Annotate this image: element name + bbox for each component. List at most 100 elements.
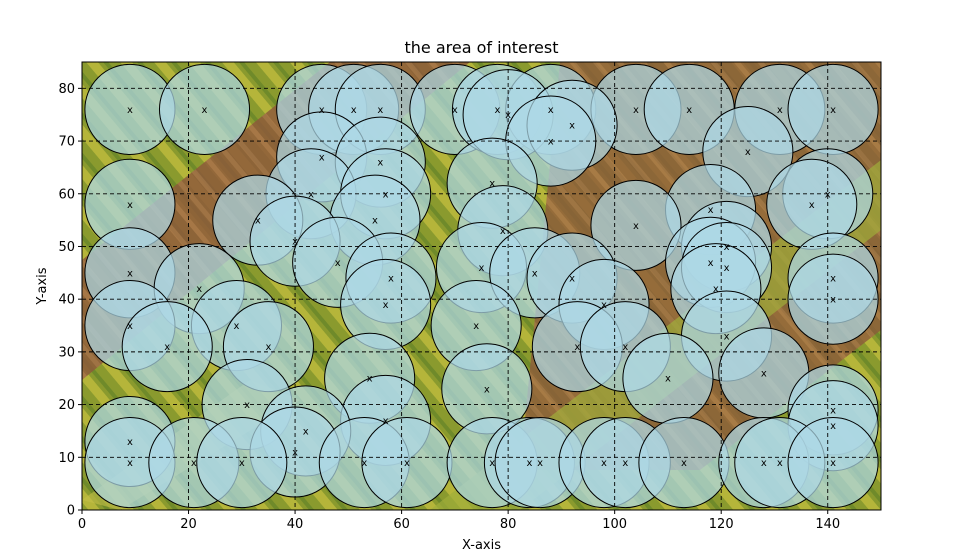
- point-marker: x: [622, 458, 628, 469]
- point-marker: x: [127, 437, 133, 448]
- y-tick-label: 30: [58, 345, 75, 360]
- point-marker: x: [319, 152, 325, 163]
- point-marker: x: [622, 342, 628, 353]
- point-marker: x: [489, 458, 495, 469]
- point-marker: x: [505, 110, 511, 121]
- point-marker: x: [601, 458, 607, 469]
- x-tick-label: 120: [709, 517, 734, 532]
- point-marker: x: [234, 321, 240, 332]
- point-marker: x: [526, 458, 532, 469]
- coverage-circle: [590, 179, 682, 271]
- point-marker: x: [713, 284, 719, 295]
- point-marker: x: [383, 189, 389, 200]
- point-marker: x: [708, 258, 714, 269]
- point-marker: x: [372, 216, 378, 227]
- coverage-circle: [787, 417, 879, 509]
- point-marker: x: [686, 105, 692, 116]
- point-marker: x: [489, 179, 495, 190]
- point-marker: x: [377, 105, 383, 116]
- point-marker: x: [351, 105, 357, 116]
- point-marker: x: [830, 295, 836, 306]
- point-marker: x: [127, 268, 133, 279]
- point-marker: x: [484, 384, 490, 395]
- y-tick-label: 70: [58, 135, 75, 150]
- point-marker: x: [191, 458, 197, 469]
- point-marker: x: [532, 268, 538, 279]
- point-marker: x: [809, 200, 815, 211]
- point-marker: x: [761, 458, 767, 469]
- point-marker: x: [308, 189, 314, 200]
- point-marker: x: [665, 374, 671, 385]
- point-marker: x: [292, 448, 298, 459]
- coverage-circle: [158, 63, 251, 155]
- point-marker: x: [383, 300, 389, 311]
- point-marker: x: [255, 216, 261, 227]
- x-tick-label: 100: [602, 517, 627, 532]
- point-marker: x: [127, 105, 133, 116]
- point-marker: x: [633, 105, 639, 116]
- x-tick-label: 20: [180, 517, 197, 532]
- y-tick-label: 80: [58, 82, 75, 97]
- point-marker: x: [830, 274, 836, 285]
- point-marker: x: [292, 237, 298, 248]
- point-marker: x: [681, 458, 687, 469]
- point-marker: x: [724, 332, 730, 343]
- point-marker: x: [830, 405, 836, 416]
- point-marker: x: [777, 458, 783, 469]
- point-marker: x: [745, 147, 751, 158]
- y-tick-label: 60: [58, 187, 75, 202]
- chart-title: the area of interest: [405, 38, 559, 57]
- point-marker: x: [825, 189, 831, 200]
- point-marker: x: [479, 263, 485, 274]
- point-marker: x: [265, 342, 271, 353]
- point-marker: x: [708, 205, 714, 216]
- point-marker: x: [404, 458, 410, 469]
- point-marker: x: [777, 105, 783, 116]
- point-marker: x: [202, 105, 208, 116]
- point-marker: x: [569, 121, 575, 132]
- point-marker: x: [500, 226, 506, 237]
- point-marker: x: [830, 105, 836, 116]
- point-marker: x: [164, 342, 170, 353]
- point-marker: x: [388, 274, 394, 285]
- point-marker: x: [830, 458, 836, 469]
- marker-layer: x x x x x x x x x x x x x x x x x x x x x x x x x x x x x x x x x x x x x x x x…: [127, 105, 836, 469]
- grid-lines: [82, 62, 881, 510]
- point-marker: x: [361, 458, 367, 469]
- point-marker: x: [761, 368, 767, 379]
- y-tick-label: 20: [58, 398, 75, 413]
- point-marker: x: [303, 426, 309, 437]
- point-marker: x: [452, 105, 458, 116]
- point-marker: x: [335, 258, 341, 269]
- point-marker: x: [127, 200, 133, 211]
- x-tick-label: 60: [393, 517, 410, 532]
- x-tick-label: 40: [287, 517, 304, 532]
- x-axis-label: X-axis: [462, 538, 501, 551]
- y-tick-label: 40: [58, 293, 75, 308]
- point-marker: x: [473, 321, 479, 332]
- x-tick-label: 80: [500, 517, 517, 532]
- point-marker: x: [574, 342, 580, 353]
- point-marker: x: [724, 263, 730, 274]
- point-marker: x: [548, 105, 554, 116]
- x-tick-label: 0: [78, 517, 86, 532]
- point-marker: x: [495, 105, 501, 116]
- y-tick-label: 0: [67, 504, 75, 519]
- y-tick-label: 50: [58, 240, 75, 255]
- y-axis-label: Y-axis: [35, 267, 50, 305]
- point-marker: x: [244, 400, 250, 411]
- point-marker: x: [633, 221, 639, 232]
- point-marker: x: [724, 242, 730, 253]
- coverage-circle: [121, 301, 213, 393]
- point-marker: x: [127, 458, 133, 469]
- point-marker: x: [239, 458, 245, 469]
- x-axis-ticks: 0 20 40 60 80 100 120 140: [78, 510, 840, 532]
- point-marker: x: [367, 374, 373, 385]
- point-marker: x: [830, 421, 836, 432]
- point-marker: x: [548, 137, 554, 148]
- point-marker: x: [127, 321, 133, 332]
- point-marker: x: [319, 105, 325, 116]
- point-marker: x: [537, 458, 543, 469]
- point-marker: x: [196, 284, 202, 295]
